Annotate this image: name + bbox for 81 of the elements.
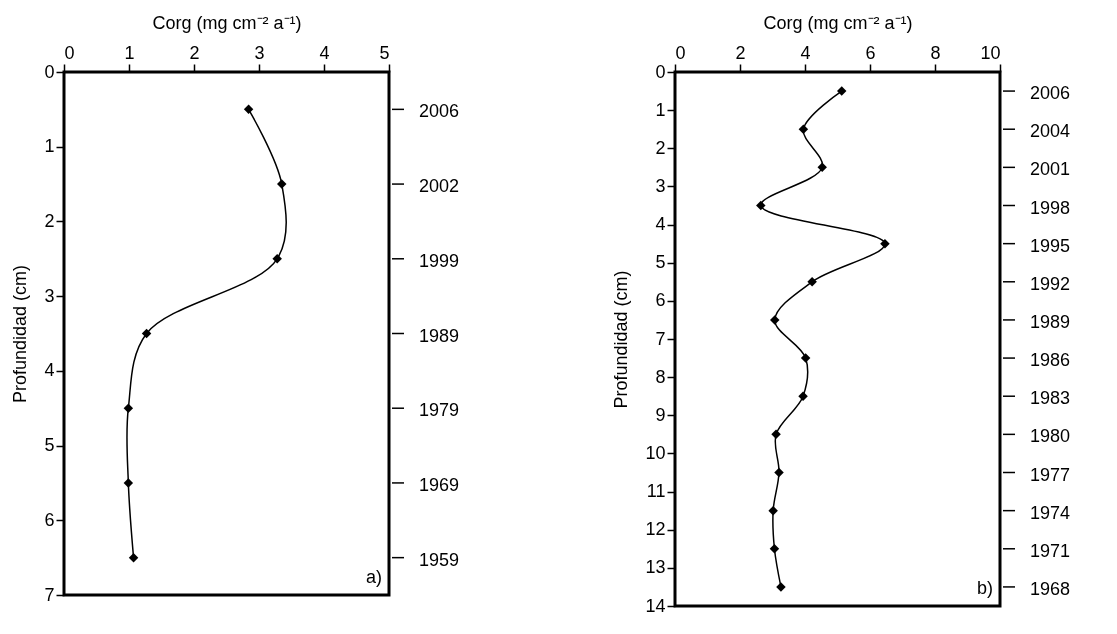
point [771,429,781,440]
x-tick-label: 0 [675,42,686,63]
x-tick-label: 6 [865,42,876,63]
text: 2004 [1030,121,1071,142]
x-axis-title: Corg (mg cm⁻² a⁻¹) [152,12,302,33]
text: 1974 [1030,502,1071,523]
point [836,86,847,96]
y-tick-label: 8 [655,366,666,387]
text: 1999 [419,250,460,271]
annotation: a) [365,567,382,587]
y-tick-label: 5 [44,435,55,456]
point [272,254,282,264]
text: 1980 [1030,426,1071,447]
text: 1998 [1030,197,1071,218]
y-tick-label: 6 [655,290,666,311]
y-tick-label: 3 [44,285,55,306]
point [800,353,811,363]
y-tick-label: 10 [645,442,666,463]
y-tick-label: 4 [44,360,55,381]
text: 1979 [419,400,460,421]
point [128,552,139,563]
text: 1971 [1030,540,1071,561]
point [123,478,134,488]
text: 1989 [1030,311,1071,332]
x-axis-title: Corg (mg cm⁻² a⁻¹) [763,12,913,33]
y-tick-label: 5 [655,252,666,273]
point [123,403,134,413]
text: 2002 [419,176,460,197]
y-tick-label: 2 [655,137,666,158]
text: 1986 [1030,350,1071,371]
y-tick-label: 0 [44,61,55,82]
y-tick-label: 2 [44,210,55,231]
x-tick-label: 4 [800,42,811,63]
y-tick-label: 7 [44,584,55,605]
point [807,277,817,287]
point [798,124,809,134]
y-tick-label: 0 [655,61,666,82]
y-tick-label: 4 [655,214,666,235]
y-tick-label: 6 [44,509,55,530]
x-tick-label: 3 [254,42,265,63]
y-tick-label: 13 [645,557,666,578]
y-tick-label: 9 [655,404,666,425]
y-axis-title: Profundidad (cm) [10,264,31,404]
point [277,179,287,189]
text: 1983 [1030,388,1071,409]
y-tick-label: 1 [44,136,55,157]
y-tick-label: 11 [646,481,666,502]
point [243,104,254,115]
point [774,467,784,478]
text: 1992 [1030,273,1071,294]
point [770,315,780,325]
y-tick-label: 7 [655,328,666,349]
point [880,238,890,249]
x-tick-label: 10 [980,42,1001,63]
text: 2006 [419,101,460,122]
y-tick-label: 12 [645,519,666,540]
text: 2006 [1030,83,1071,104]
x-tick-label: 0 [64,42,75,63]
point [768,505,778,516]
x-tick-label: 5 [379,42,390,63]
x-tick-label: 2 [189,42,200,63]
text: 1989 [419,325,460,346]
point [769,544,780,554]
text: 1995 [1030,235,1071,256]
x-tick-label: 1 [124,42,135,63]
y-tick-label: 3 [655,175,666,196]
text: 2001 [1030,159,1071,180]
x-tick-label: 8 [930,42,941,63]
point [141,328,152,339]
annotation: b) [976,578,993,598]
x-tick-label: 2 [735,42,746,63]
point [817,162,827,173]
y-axis-title: Profundidad (cm) [611,270,632,409]
text: 1968 [1030,578,1071,599]
text: 1959 [419,549,460,570]
text: 1969 [419,474,460,495]
y-tick-label: 14 [645,595,666,616]
text: 1977 [1030,464,1071,485]
x-tick-label: 4 [319,42,330,63]
point [756,200,766,211]
y-tick-label: 1 [655,99,666,120]
